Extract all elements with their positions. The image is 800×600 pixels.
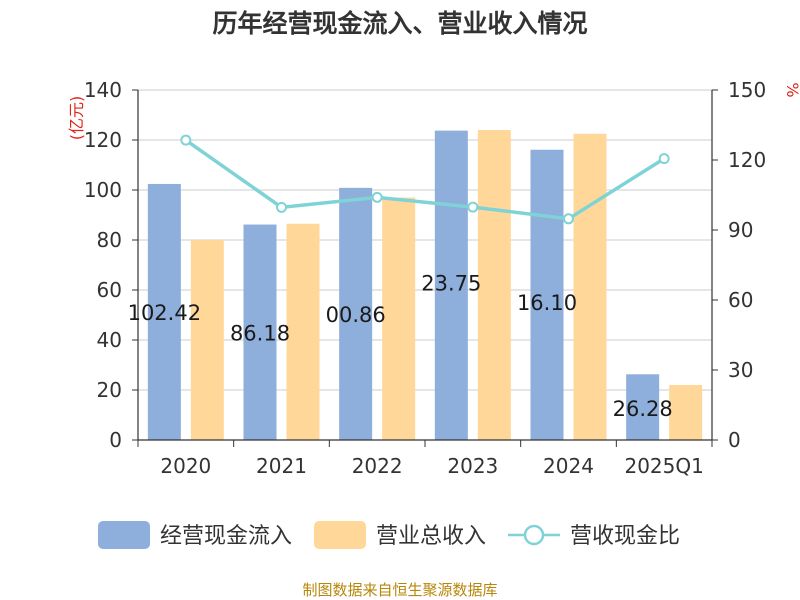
ratio-point	[467, 201, 479, 213]
ratio-point	[180, 134, 192, 146]
data-labels: 102.42 86.18 00.86 23.75 16.10 26.28	[128, 272, 673, 421]
left-axis-unit: (亿元)	[67, 96, 86, 141]
ratio-point	[563, 213, 574, 225]
legend-label: 经营现金流入	[160, 524, 292, 549]
axes: 0 20 40 60 80 100 120 140 0 30 60 90 120 150 2020 2021 2…	[84, 78, 766, 478]
left-tick-label: 140	[84, 78, 122, 102]
x-tick-label: 2025Q1	[624, 454, 703, 478]
bar	[147, 183, 181, 440]
left-tick-label: 100	[84, 178, 122, 202]
ratio-point	[658, 153, 670, 165]
right-tick-label: 0	[728, 428, 741, 452]
left-tick-label: 0	[109, 428, 122, 452]
x-tick-label: 2024	[543, 454, 594, 478]
x-tick-label: 2021	[256, 454, 307, 478]
bar	[669, 385, 703, 440]
ratio-point	[276, 201, 287, 213]
right-tick-label: 30	[728, 358, 753, 382]
chart-title: 历年经营现金流入、营业收入情况	[212, 9, 587, 38]
x-tick-label: 2022	[352, 454, 403, 478]
data-label: 00.86	[326, 303, 386, 327]
bar	[434, 130, 468, 440]
left-tick-label: 20	[97, 378, 122, 402]
right-tick-label: 90	[728, 218, 753, 242]
bar	[573, 133, 607, 440]
bar	[286, 223, 320, 440]
data-label: 16.10	[517, 291, 577, 315]
bar	[243, 224, 277, 440]
data-label: 23.75	[421, 272, 481, 296]
left-tick-label: 120	[84, 128, 122, 152]
source-note: 制图数据来自恒生聚源数据库	[302, 581, 497, 599]
left-tick-label: 40	[97, 328, 122, 352]
legend-marker	[523, 524, 545, 546]
legend-swatch	[314, 521, 366, 549]
right-tick-label: 120	[728, 148, 766, 172]
left-tick-label: 60	[97, 278, 122, 302]
legend-label: 营业总收入	[376, 524, 486, 549]
ratio-line-path	[184, 138, 666, 221]
bars	[147, 130, 703, 440]
legend-label: 营收现金比	[570, 524, 680, 549]
data-label: 26.28	[613, 397, 673, 421]
right-tick-label: 150	[728, 78, 766, 102]
legend-swatch	[98, 521, 150, 549]
ratio-point	[371, 191, 383, 203]
bar	[530, 149, 564, 440]
data-label: 102.42	[128, 301, 201, 325]
legend: 经营现金流入 营业总收入 营收现金比	[98, 521, 680, 549]
bar	[382, 197, 416, 440]
right-tick-label: 60	[728, 288, 753, 312]
left-tick-label: 80	[97, 228, 122, 252]
bar	[190, 240, 224, 440]
bar	[626, 374, 660, 440]
grid-lines	[138, 89, 712, 391]
x-tick-label: 2020	[160, 454, 211, 478]
x-tick-label: 2023	[447, 454, 498, 478]
bar	[339, 187, 373, 440]
bar	[477, 130, 511, 440]
data-label: 86.18	[230, 321, 290, 345]
ratio-line	[180, 134, 670, 225]
right-axis-unit: %	[783, 82, 800, 97]
